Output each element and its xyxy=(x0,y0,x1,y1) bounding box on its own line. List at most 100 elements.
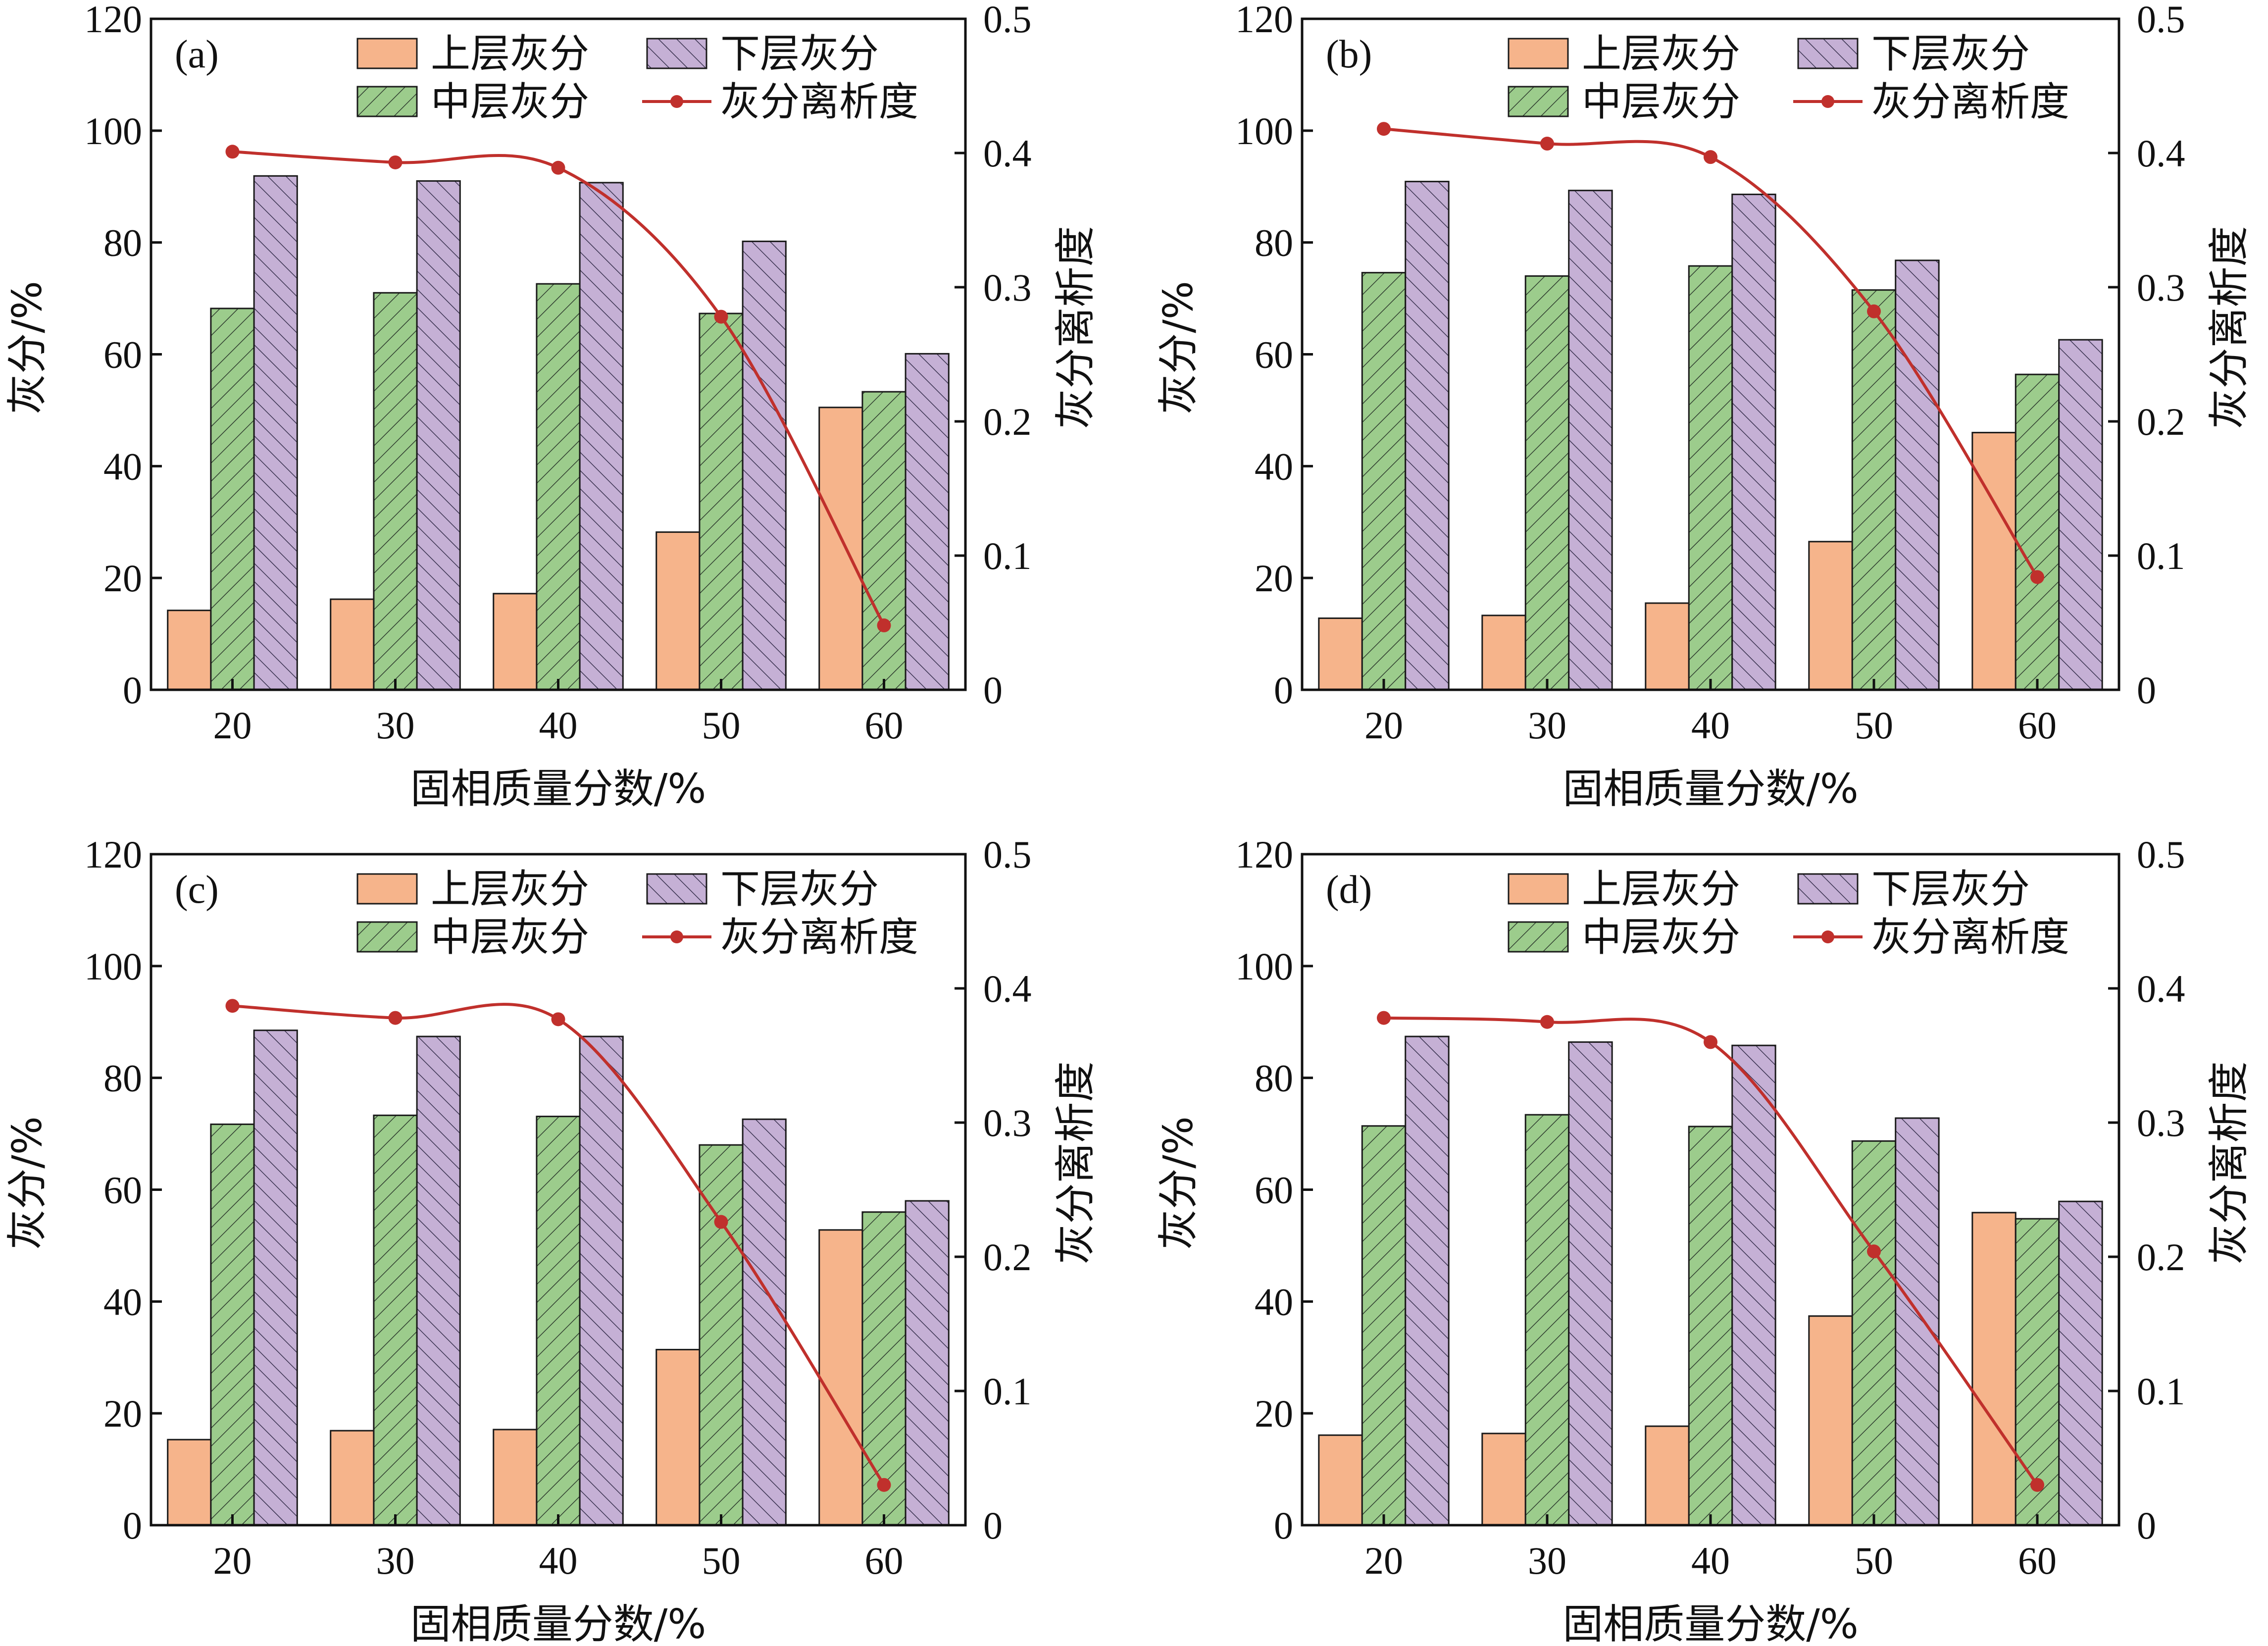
bar-middle-hatch-50 xyxy=(1851,1140,1897,1526)
y-tick-label: 20 xyxy=(1255,1392,1293,1435)
y-axis-title: 灰分/% xyxy=(4,281,51,414)
y-tick-label: 0 xyxy=(123,1504,142,1547)
legend-label-middle: 中层灰分 xyxy=(1582,79,1740,125)
y2-tick-label: 0.5 xyxy=(2137,0,2185,41)
bar-middle-hatch-20 xyxy=(210,308,255,691)
legend-line-marker xyxy=(1821,95,1834,108)
segregation-point-50 xyxy=(714,1215,728,1229)
bar-upper-hatch-20 xyxy=(167,1439,212,1526)
legend-label-upper: 上层灰分 xyxy=(431,31,589,77)
bar-lower-hatch-60 xyxy=(905,1200,950,1526)
bar-upper-hatch-50 xyxy=(1808,541,1853,691)
y-tick-label: 0 xyxy=(1274,1504,1293,1547)
legend-label-line: 灰分离析度 xyxy=(1871,914,2069,960)
x-tick-label: 60 xyxy=(2018,704,2057,747)
legend-swatch-hatch-upper xyxy=(1508,873,1569,905)
legend-label-middle: 中层灰分 xyxy=(431,914,589,960)
bar-middle-hatch-40 xyxy=(536,1116,581,1526)
legend-swatch-hatch-upper xyxy=(356,38,418,69)
legend-label-lower: 下层灰分 xyxy=(1871,866,2030,912)
bar-upper-hatch-30 xyxy=(1481,1433,1526,1526)
bar-middle-hatch-20 xyxy=(1361,272,1407,691)
y2-tick-label: 0.3 xyxy=(2137,1101,2185,1144)
segregation-point-50 xyxy=(1867,1244,1881,1259)
bar-upper-hatch-40 xyxy=(493,593,538,691)
segregation-point-50 xyxy=(714,309,728,324)
y-axis-title: 灰分/% xyxy=(1155,281,1202,414)
y2-tick-label: 0.3 xyxy=(983,1101,1032,1144)
legend-swatch-hatch-middle xyxy=(1508,86,1569,117)
bar-upper-hatch-20 xyxy=(1318,1434,1363,1526)
y2-tick-label: 0.3 xyxy=(2137,266,2185,309)
segregation-point-20 xyxy=(1377,122,1391,136)
bar-middle-hatch-60 xyxy=(861,391,907,691)
bar-lower-hatch-20 xyxy=(253,175,298,691)
x-tick-label: 20 xyxy=(213,1539,252,1582)
y2-tick-label: 0 xyxy=(2137,669,2156,712)
bar-upper-hatch-60 xyxy=(1971,432,2016,691)
y-tick-label: 60 xyxy=(1255,333,1293,376)
legend-swatch-hatch-middle xyxy=(356,921,418,953)
bar-lower-hatch-20 xyxy=(1405,181,1450,691)
legend-label-lower: 下层灰分 xyxy=(1871,31,2030,77)
bar-lower-hatch-60 xyxy=(2058,339,2103,691)
legend-swatch-hatch-lower xyxy=(1797,873,1859,905)
x-tick-label: 60 xyxy=(865,704,904,747)
legend-line-marker xyxy=(670,95,683,108)
y-tick-label: 60 xyxy=(1255,1169,1293,1212)
y-tick-label: 60 xyxy=(103,1169,142,1212)
bar-upper-hatch-20 xyxy=(167,610,212,691)
y-tick-label: 120 xyxy=(1235,833,1293,876)
bar-middle-hatch-60 xyxy=(861,1211,907,1526)
segregation-point-40 xyxy=(1704,150,1717,164)
bar-lower-hatch-50 xyxy=(1895,259,1940,691)
segregation-point-30 xyxy=(388,1011,403,1025)
y-tick-label: 100 xyxy=(84,109,142,153)
segregation-point-30 xyxy=(1540,137,1554,151)
x-axis-title: 固相质量分数/% xyxy=(410,766,706,813)
panel-label: (c) xyxy=(175,868,219,912)
bar-upper-hatch-30 xyxy=(1481,615,1526,691)
y-axis-title: 灰分/% xyxy=(4,1116,51,1250)
legend-swatch-hatch-upper xyxy=(1508,38,1569,69)
bar-upper-hatch-60 xyxy=(1971,1212,2016,1526)
bar-upper-hatch-40 xyxy=(1645,1425,1690,1526)
legend-label-line: 灰分离析度 xyxy=(720,79,918,125)
y-tick-label: 100 xyxy=(84,945,142,988)
bar-middle-hatch-40 xyxy=(1688,265,1733,691)
y-tick-label: 80 xyxy=(1255,221,1293,264)
bar-middle-hatch-20 xyxy=(210,1123,255,1526)
y-tick-label: 40 xyxy=(103,1280,142,1323)
y-tick-label: 80 xyxy=(103,1057,142,1100)
x-tick-label: 30 xyxy=(376,704,415,747)
y-tick-label: 20 xyxy=(103,1392,142,1435)
bar-lower-hatch-60 xyxy=(905,353,950,691)
y-tick-label: 100 xyxy=(1235,109,1293,153)
bar-upper-hatch-40 xyxy=(1645,602,1690,691)
legend-swatch-hatch-middle xyxy=(1508,921,1569,953)
bar-middle-hatch-40 xyxy=(1688,1126,1733,1526)
bar-middle-hatch-40 xyxy=(536,283,581,691)
y2-tick-label: 0.2 xyxy=(983,1235,1032,1279)
segregation-line xyxy=(232,150,886,626)
x-tick-label: 50 xyxy=(702,704,741,747)
x-tick-label: 20 xyxy=(213,704,252,747)
y-tick-label: 40 xyxy=(103,445,142,488)
bar-lower-hatch-30 xyxy=(416,1035,461,1526)
y-tick-label: 120 xyxy=(84,833,142,876)
bar-upper-hatch-60 xyxy=(818,407,863,691)
bar-upper-hatch-50 xyxy=(655,531,701,691)
x-tick-label: 40 xyxy=(539,1539,578,1582)
bar-lower-hatch-40 xyxy=(579,1035,624,1526)
legend-label-middle: 中层灰分 xyxy=(431,79,589,125)
y-axis-title: 灰分/% xyxy=(1155,1116,1202,1250)
segregation-point-60 xyxy=(877,618,891,632)
bar-upper-hatch-50 xyxy=(1808,1315,1853,1526)
bar-middle-hatch-60 xyxy=(2015,1218,2060,1526)
y-tick-label: 120 xyxy=(84,0,142,41)
x-tick-label: 50 xyxy=(1855,1539,1893,1582)
chart-panel-4: 0 20 40 60 80 100 120 0 0.1 0.2 0.3 0.4 0.5 20 30 40 50 6… xyxy=(1155,833,2253,1646)
